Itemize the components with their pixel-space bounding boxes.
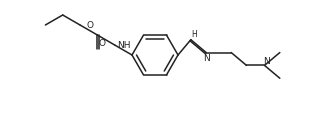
Text: NH: NH	[118, 41, 131, 49]
Text: N: N	[203, 54, 210, 63]
Text: O: O	[86, 20, 93, 30]
Text: N: N	[263, 57, 270, 66]
Text: H: H	[191, 30, 197, 39]
Text: O: O	[99, 38, 106, 47]
